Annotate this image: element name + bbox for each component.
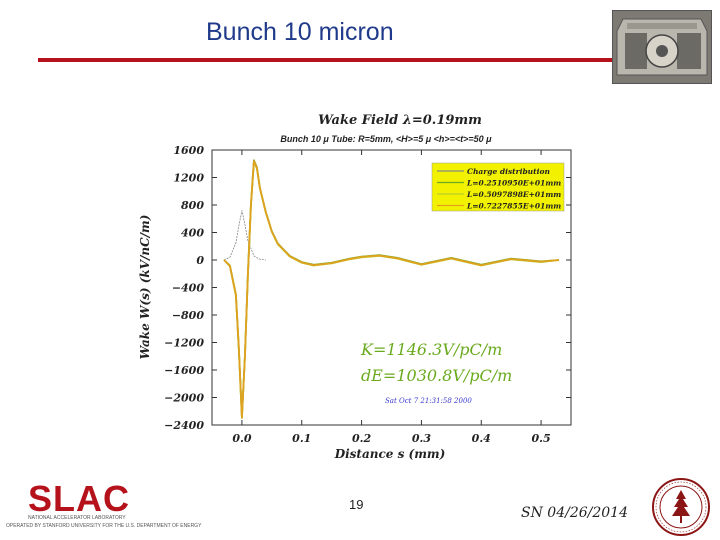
x-tick-label: 0.2 [352, 432, 371, 445]
legend-label: Charge distribution [467, 167, 550, 176]
y-tick-label: 1200 [173, 172, 204, 185]
x-tick-label: 0.4 [472, 432, 491, 445]
y-tick-label: −800 [172, 309, 205, 322]
y-tick-label: −2400 [164, 419, 204, 432]
y-tick-label: 1600 [173, 144, 204, 157]
annotation-timestamp: Sat Oct 7 21:31:58 2000 [385, 397, 472, 405]
slac-logo-line2: OPERATED BY STANFORD UNIVERSITY FOR THE … [6, 523, 202, 529]
legend-label: L=0.7227855E+01mm [466, 202, 561, 211]
annotation-de: dE=1030.8V/pC/m [361, 366, 512, 385]
title-underline [38, 58, 623, 62]
slac-logo-line1: NATIONAL ACCELERATOR LABORATORY [28, 515, 126, 521]
legend-label: L=0.5097898E+01mm [466, 190, 561, 199]
slide-title: Bunch 10 micron [206, 18, 394, 46]
page-number: 19 [349, 497, 364, 512]
y-tick-label: −2000 [164, 392, 204, 405]
slac-logo-text: SLAC [28, 478, 130, 519]
chart-subtitle: Bunch 10 μ Tube: R=5mm, <H>=5 μ <h>=<t>=… [280, 134, 492, 144]
y-axis-label: Wake W(s) (kV/nC/m) [138, 215, 152, 360]
series-line-3 [223, 160, 560, 419]
footer-date: SN 04/26/2014 [521, 505, 628, 521]
x-axis-label: Distance s (mm) [334, 447, 446, 461]
x-tick-label: 0.3 [412, 432, 431, 445]
legend-items: Charge distribution L=0.2510950E+01mm L=0.… [437, 167, 561, 211]
legend: Charge distribution L=0.2510950E+01mm L=0.… [431, 162, 565, 212]
y-tick-label: −1200 [164, 337, 204, 350]
chart-title: Wake Field λ=0.19mm [318, 113, 482, 128]
annotation-k: K=1146.3V/pC/m [360, 340, 502, 359]
x-tick-label: 0.0 [232, 432, 251, 445]
series-line-0 [223, 210, 266, 261]
y-tick-label: 0 [196, 254, 204, 267]
y-tick-label: −400 [172, 282, 205, 295]
x-tick-label: 0.1 [292, 432, 311, 445]
series-lines [223, 159, 560, 420]
structure-photo [612, 10, 712, 84]
legend-label: L=0.2510950E+01mm [466, 179, 561, 188]
stanford-seal-icon [652, 478, 710, 536]
structure-photo-image [613, 11, 711, 83]
y-tick-label: −1600 [164, 364, 204, 377]
y-tick-label: 800 [181, 199, 204, 212]
y-axis: 1600 1200 800 400 0 −400 −800 −1200 −1600 −2000 −2… [164, 144, 571, 432]
y-tick-label: 400 [181, 227, 204, 240]
x-tick-label: 0.5 [532, 432, 551, 445]
x-axis: 0.0 0.1 0.2 0.3 0.4 0.5 [232, 150, 551, 445]
